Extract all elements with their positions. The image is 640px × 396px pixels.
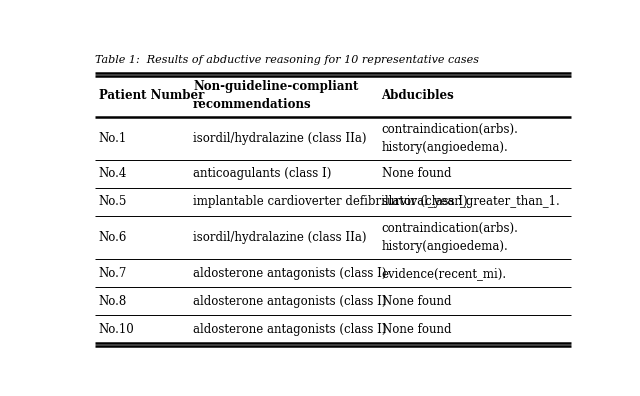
Text: No.1: No.1 (99, 132, 127, 145)
Text: No.10: No.10 (99, 323, 134, 336)
Text: aldosterone antagonists (class I): aldosterone antagonists (class I) (193, 323, 387, 336)
Text: None found: None found (381, 295, 451, 308)
Text: No.5: No.5 (99, 195, 127, 208)
Text: isordil/hydralazine (class IIa): isordil/hydralazine (class IIa) (193, 231, 367, 244)
Text: No.7: No.7 (99, 267, 127, 280)
Text: No.8: No.8 (99, 295, 127, 308)
Text: isordil/hydralazine (class IIa): isordil/hydralazine (class IIa) (193, 132, 367, 145)
Text: Patient Number: Patient Number (99, 89, 204, 101)
Text: No.6: No.6 (99, 231, 127, 244)
Text: anticoagulants (class I): anticoagulants (class I) (193, 168, 332, 180)
Text: implantable cardioverter defibrillator (class I): implantable cardioverter defibrillator (… (193, 195, 468, 208)
Text: aldosterone antagonists (class I): aldosterone antagonists (class I) (193, 267, 387, 280)
Text: None found: None found (381, 323, 451, 336)
Text: survival_year_greater_than_1.: survival_year_greater_than_1. (381, 195, 560, 208)
Text: evidence(recent_mi).: evidence(recent_mi). (381, 267, 507, 280)
Text: aldosterone antagonists (class I): aldosterone antagonists (class I) (193, 295, 387, 308)
Text: No.4: No.4 (99, 168, 127, 180)
Text: None found: None found (381, 168, 451, 180)
Text: Non-guideline-compliant
recommendations: Non-guideline-compliant recommendations (193, 80, 358, 110)
Text: Table 1:  Results of abductive reasoning for 10 representative cases: Table 1: Results of abductive reasoning … (95, 55, 479, 65)
Text: contraindication(arbs).
history(angioedema).: contraindication(arbs). history(angioede… (381, 222, 518, 253)
Text: contraindication(arbs).
history(angioedema).: contraindication(arbs). history(angioede… (381, 123, 518, 154)
Text: Abducibles: Abducibles (381, 89, 454, 101)
